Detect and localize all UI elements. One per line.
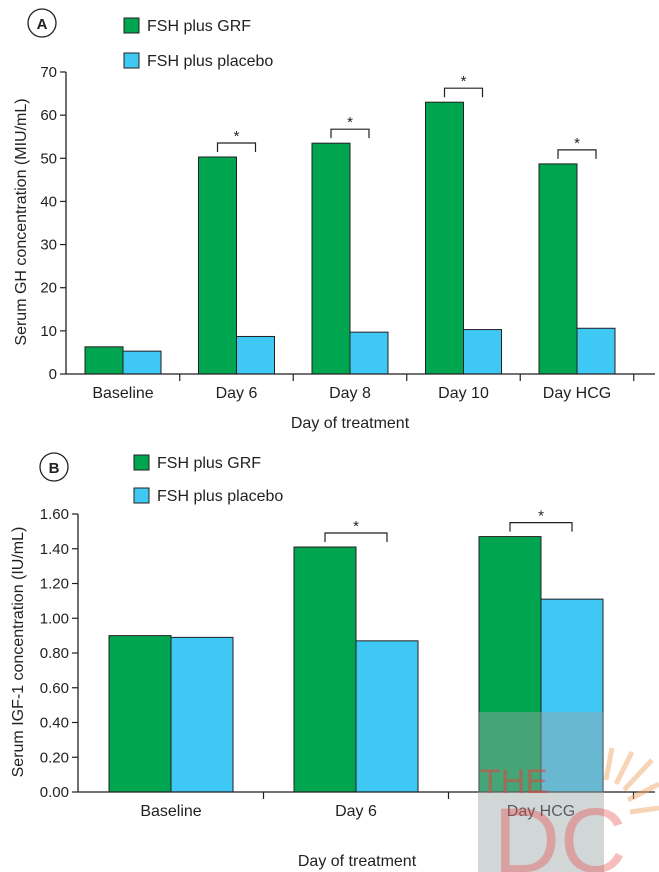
y-tick-label-b-8: 1.60: [40, 506, 69, 523]
x-tick-label-a-1: Day 6: [216, 385, 258, 402]
bar-b-1-grf: [293, 546, 357, 793]
bar-a-0-placebo: [122, 350, 162, 375]
significance-bracket-a-2: [443, 87, 484, 98]
significance-bracket-b-0: [324, 532, 388, 543]
bar-b-2-placebo: [540, 598, 604, 793]
bar-b-1-placebo: [355, 640, 419, 793]
x-tick-label-b-0: Baseline: [140, 803, 201, 820]
y-axis-title-b: Serum IGF-1 concentration (IU/mL): [10, 527, 27, 778]
legend-b-swatch-grf: [133, 454, 150, 471]
panel-a: A FSH plus GRF FSH plus placebo 0 10 20 30 4…: [13, 8, 655, 432]
watermark-sunburst: [603, 747, 659, 815]
y-tick-label-b-6: 1.20: [40, 576, 69, 593]
y-tick-label-a-3: 30: [40, 237, 57, 254]
plot-a: 0 10 20 30 40 50 60 70 Baseline Day 6 Day 8 Day 10 D…: [40, 64, 655, 402]
significance-bracket-b-1: [509, 521, 573, 532]
x-tick-label-b-1: Day 6: [335, 803, 377, 820]
legend-b-label-placebo: FSH plus placebo: [157, 488, 283, 505]
watermark: THE DC: [478, 712, 659, 872]
legend-b-label-grf: FSH plus GRF: [157, 455, 261, 472]
bar-a-1-grf: [198, 156, 237, 375]
y-tick-label-b-4: 0.80: [40, 645, 69, 662]
significance-star-a-1: *: [347, 114, 353, 131]
y-tick-label-a-2: 20: [40, 280, 57, 297]
significance-bracket-a-0: [216, 142, 257, 152]
watermark-text: THE: [480, 763, 548, 801]
bar-b-0-grf: [108, 635, 172, 793]
significance-star-b-1: *: [538, 508, 544, 525]
bar-a-0-grf: [84, 346, 124, 375]
y-tick-label-b-0: 0.00: [40, 784, 69, 801]
x-tick-label-a-4: Day HCG: [543, 385, 611, 402]
bar-b-2-grf: [478, 536, 542, 793]
bar-a-2-placebo: [349, 331, 389, 375]
legend-a-label-placebo: FSH plus placebo: [147, 53, 273, 70]
significance-star-b-0: *: [353, 518, 359, 535]
bar-a-4-placebo: [576, 327, 616, 375]
significance-star-a-2: *: [461, 73, 467, 90]
watermark-box: [478, 712, 604, 872]
y-tick-label-a-4: 40: [40, 193, 57, 210]
y-tick-label-a-0: 0: [49, 366, 57, 383]
y-tick-label-b-3: 0.60: [40, 680, 69, 697]
panel-a-marker: [27, 8, 57, 38]
x-tick-label-a-0: Baseline: [92, 385, 153, 402]
y-tick-label-b-2: 0.40: [40, 715, 69, 732]
significance-bracket-a-1: [330, 128, 370, 139]
panel-a-letter: A: [37, 16, 48, 33]
x-tick-label-a-3: Day 10: [438, 385, 489, 402]
y-tick-label-a-5: 50: [40, 150, 57, 167]
plot-b: 0.00 0.20 0.40 0.60 0.80 1.00 1.20 1.40 1.60 Base…: [40, 506, 655, 820]
bar-a-3-grf: [425, 101, 464, 375]
bar-a-2-grf: [311, 142, 351, 375]
watermark-logo-letters: DC: [494, 790, 627, 872]
panel-b-letter: B: [49, 460, 60, 477]
y-axis-title-a: Serum GH concentration (MIU/mL): [13, 98, 30, 345]
panel-b: B FSH plus GRF FSH plus placebo 0.00 0.20…: [10, 452, 655, 870]
x-axis-title-b: Day of treatment: [298, 853, 417, 870]
y-tick-label-b-1: 0.20: [40, 749, 69, 766]
legend-a-swatch-grf: [123, 17, 140, 34]
y-tick-label-a-6: 60: [40, 107, 57, 124]
y-tick-label-a-1: 10: [40, 323, 57, 340]
y-tick-label-a-7: 70: [40, 64, 57, 81]
legend-b-swatch-placebo: [133, 487, 150, 504]
x-tick-label-a-2: Day 8: [329, 385, 371, 402]
significance-star-a-0: *: [234, 128, 240, 145]
significance-bracket-a-3: [557, 149, 597, 159]
panel-b-marker: [39, 452, 69, 482]
bar-b-0-placebo: [170, 636, 234, 793]
x-axis-title-a: Day of treatment: [291, 415, 410, 432]
bar-a-4-grf: [538, 163, 578, 375]
bar-a-1-placebo: [236, 335, 275, 375]
significance-star-a-3: *: [574, 135, 580, 152]
bar-a-3-placebo: [463, 329, 502, 375]
legend-a-swatch-placebo: [123, 52, 140, 69]
x-tick-label-b-2: Day HCG: [507, 803, 575, 820]
y-tick-label-b-7: 1.40: [40, 541, 69, 558]
legend-a-label-grf: FSH plus GRF: [147, 18, 251, 35]
y-tick-label-b-5: 1.00: [40, 610, 69, 627]
